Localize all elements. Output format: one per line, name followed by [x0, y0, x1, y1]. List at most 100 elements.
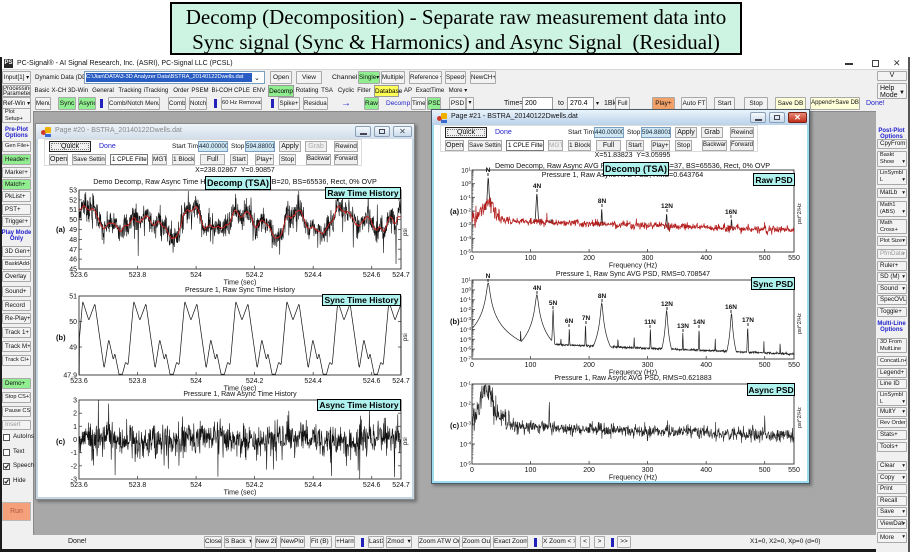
svg-text:-3: -3 [71, 477, 77, 484]
svg-text:10-2: 10-2 [460, 208, 472, 216]
svg-text:200: 200 [583, 362, 595, 369]
svg-text:49: 49 [69, 345, 77, 352]
svg-text:6N: 6N [565, 318, 574, 325]
svg-text:550: 550 [788, 255, 800, 262]
svg-text:500: 500 [759, 467, 771, 474]
svg-text:10-1: 10-1 [460, 296, 472, 304]
svg-text:N: N [486, 273, 491, 280]
svg-text:100: 100 [461, 286, 471, 294]
svg-text:523.8: 523.8 [129, 378, 147, 385]
svg-text:Time (sec): Time (sec) [224, 386, 257, 393]
svg-text:47.9: 47.9 [63, 373, 77, 380]
svg-text:400: 400 [700, 467, 712, 474]
svg-text:N: N [486, 167, 491, 174]
svg-text:523.8: 523.8 [129, 482, 147, 489]
svg-text:200: 200 [583, 255, 595, 262]
svg-text:524.6: 524.6 [363, 482, 381, 489]
svg-text:100: 100 [525, 467, 537, 474]
svg-text:0: 0 [73, 437, 77, 444]
svg-text:400: 400 [700, 255, 712, 262]
svg-text:100: 100 [525, 362, 537, 369]
svg-text:psi: psi [403, 333, 409, 341]
svg-text:300: 300 [642, 255, 654, 262]
svg-text:Frequency (Hz): Frequency (Hz) [609, 263, 657, 270]
svg-text:10-5: 10-5 [460, 461, 472, 469]
svg-text:(c): (c) [450, 421, 460, 430]
svg-text:524.4: 524.4 [304, 482, 322, 489]
svg-text:48: 48 [69, 237, 77, 244]
svg-text:400: 400 [700, 362, 712, 369]
svg-text:psi^2/Hz: psi^2/Hz [797, 407, 803, 428]
svg-text:10-2: 10-2 [460, 401, 472, 409]
svg-text:16N: 16N [725, 209, 737, 216]
svg-text:524.4: 524.4 [304, 272, 322, 279]
svg-text:10-1: 10-1 [460, 381, 472, 389]
svg-text:300: 300 [642, 467, 654, 474]
svg-text:550: 550 [788, 467, 800, 474]
svg-text:0: 0 [470, 362, 474, 369]
svg-text:Pressure 1, Raw Sync Time Hist: Pressure 1, Raw Sync Time History [185, 287, 296, 294]
svg-text:46: 46 [69, 257, 77, 264]
svg-text:524.7: 524.7 [392, 482, 410, 489]
svg-text:523.6: 523.6 [70, 272, 88, 279]
svg-text:10-6: 10-6 [460, 346, 472, 354]
svg-text:300: 300 [642, 362, 654, 369]
svg-text:10-2: 10-2 [460, 306, 472, 314]
svg-text:50: 50 [69, 319, 77, 326]
svg-text:523.6: 523.6 [70, 378, 88, 385]
svg-text:4N: 4N [533, 285, 542, 292]
svg-text:(a): (a) [450, 207, 460, 216]
svg-text:524.6: 524.6 [363, 378, 381, 385]
svg-text:(b): (b) [450, 317, 460, 326]
svg-text:524.4: 524.4 [304, 378, 322, 385]
svg-text:524: 524 [190, 378, 202, 385]
svg-text:50: 50 [69, 217, 77, 224]
svg-text:10-3: 10-3 [460, 316, 472, 324]
svg-text:2: 2 [73, 411, 77, 418]
svg-text:1: 1 [73, 424, 77, 431]
svg-text:8N: 8N [598, 198, 607, 205]
svg-text:49: 49 [69, 227, 77, 234]
svg-text:psi^2/Hz: psi^2/Hz [797, 313, 803, 334]
svg-text:Frequency (Hz): Frequency (Hz) [609, 475, 657, 482]
svg-text:550: 550 [788, 362, 800, 369]
svg-text:10-3: 10-3 [460, 421, 472, 429]
svg-text:7N: 7N [582, 315, 591, 322]
svg-text:523.6: 523.6 [70, 482, 88, 489]
svg-text:0: 0 [470, 255, 474, 262]
svg-text:14N: 14N [693, 319, 705, 326]
svg-text:Time (sec): Time (sec) [224, 490, 257, 497]
svg-text:Pressure 1, Raw Sync AVG PSD,: Pressure 1, Raw Sync AVG PSD, RMS=0.7085… [556, 271, 710, 278]
svg-text:(c): (c) [56, 437, 66, 446]
svg-text:0: 0 [470, 467, 474, 474]
svg-text:523.8: 523.8 [129, 272, 147, 279]
svg-text:10-5: 10-5 [460, 249, 472, 257]
svg-text:524.6: 524.6 [363, 272, 381, 279]
svg-text:11N: 11N [644, 319, 656, 326]
svg-text:524: 524 [190, 272, 202, 279]
svg-text:10-4: 10-4 [460, 441, 472, 449]
svg-text:-2: -2 [71, 463, 77, 470]
svg-text:12N: 12N [661, 301, 673, 308]
svg-text:10-1: 10-1 [460, 194, 472, 202]
svg-text:-1: -1 [71, 450, 77, 457]
svg-text:524.2: 524.2 [246, 482, 264, 489]
svg-text:524.2: 524.2 [246, 378, 264, 385]
svg-text:53: 53 [69, 188, 77, 195]
svg-text:524.2: 524.2 [246, 272, 264, 279]
svg-text:524.7: 524.7 [392, 378, 410, 385]
svg-text:524: 524 [190, 482, 202, 489]
svg-text:5N: 5N [549, 300, 558, 307]
svg-text:51: 51 [69, 207, 77, 214]
svg-text:17N: 17N [742, 317, 754, 324]
svg-text:500: 500 [759, 362, 771, 369]
svg-text:(b): (b) [56, 333, 66, 342]
svg-text:Pressure 1, Raw Async AVG PSD,: Pressure 1, Raw Async AVG PSD, RMS=0.621… [554, 375, 711, 382]
svg-text:Frequency (Hz): Frequency (Hz) [609, 370, 657, 377]
svg-text:101: 101 [461, 277, 471, 285]
svg-text:10-7: 10-7 [460, 356, 472, 364]
svg-text:45: 45 [69, 267, 77, 274]
svg-text:Pressure 1, Raw Async Time His: Pressure 1, Raw Async Time History [183, 391, 297, 398]
svg-text:10-4: 10-4 [460, 235, 472, 243]
svg-text:psi: psi [403, 437, 409, 445]
